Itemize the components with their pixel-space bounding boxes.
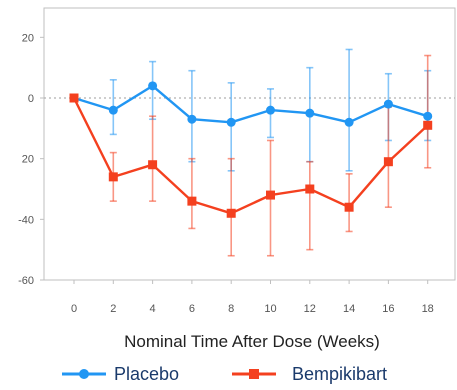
tick-labels: 20 0 20 -40 -60 0 2 4 6 8 10 12 14 16 18 (18, 32, 434, 315)
x-tick-label: 8 (228, 303, 234, 315)
bempikibart-point (226, 208, 236, 218)
placebo-point (344, 117, 354, 127)
bempikibart-point (305, 184, 315, 194)
x-tick-label: 2 (110, 303, 116, 315)
y-tick-label: 0 (28, 93, 34, 105)
x-axis-label: Nominal Time After Dose (Weeks) (124, 332, 380, 351)
bempikibart-point (69, 93, 79, 103)
x-tick-label: 4 (150, 303, 156, 315)
x-tick-label: 0 (71, 303, 77, 315)
bempikibart-point (266, 190, 275, 200)
legend: Placebo Bempikibart (62, 364, 387, 384)
x-tick-label: 16 (382, 303, 394, 315)
bempikibart-point (108, 172, 118, 182)
placebo-point (187, 114, 197, 124)
plot-frame (43, 7, 456, 281)
placebo-series-line (73, 84, 429, 124)
y-tick-label: -60 (18, 275, 34, 287)
bempikibart-point (148, 160, 158, 170)
plot-axes (40, 7, 456, 284)
placebo-point (108, 105, 118, 115)
x-tick-label: 10 (264, 303, 276, 315)
placebo-point (423, 111, 433, 121)
bempikibart-point (423, 120, 433, 130)
error-bars (109, 48, 432, 257)
placebo-point (266, 105, 275, 115)
data-markers (69, 81, 433, 218)
y-tick-label: 20 (22, 32, 34, 44)
placebo-point (305, 108, 315, 118)
placebo-legend-label: Placebo (114, 364, 179, 384)
placebo-point (148, 81, 158, 91)
y-tick-label: 20 (22, 154, 34, 166)
placebo-point (226, 117, 236, 127)
y-tick-label: -40 (18, 214, 34, 226)
series-lines (72, 84, 429, 215)
x-tick-label: 14 (343, 303, 355, 315)
x-tick-label: 18 (422, 303, 434, 315)
placebo-point (383, 99, 393, 109)
bempikibart-legend-label: Bempikibart (292, 364, 387, 384)
placebo-legend-marker (79, 369, 89, 379)
x-tick-label: 12 (304, 303, 316, 315)
bempikibart-point (383, 157, 393, 167)
bempikibart-series-line (72, 97, 429, 215)
x-tick-label: 6 (189, 303, 195, 315)
bempikibart-point (344, 202, 354, 212)
bempikibart-point (187, 196, 197, 206)
bempikibart-legend-marker (249, 369, 259, 379)
